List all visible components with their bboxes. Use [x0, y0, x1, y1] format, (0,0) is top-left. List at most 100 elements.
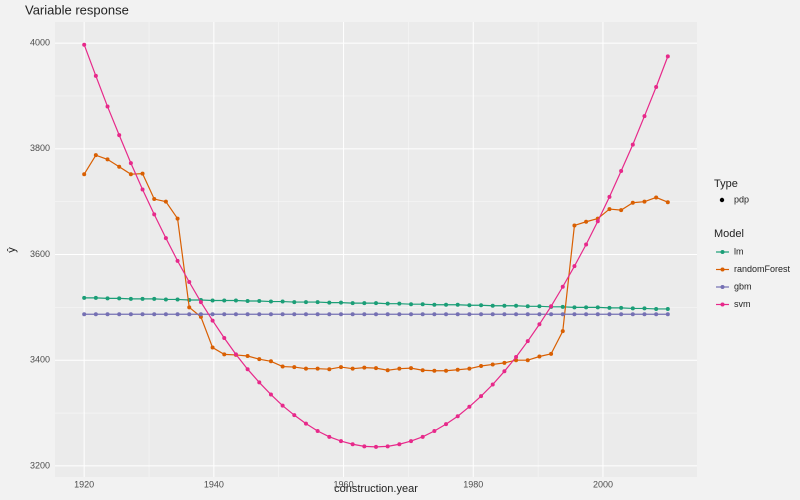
- data-point: [630, 200, 635, 205]
- data-point: [374, 366, 378, 371]
- data-point: [432, 312, 437, 317]
- data-point: [385, 368, 390, 373]
- data-point: [128, 296, 133, 301]
- data-point: [572, 264, 577, 269]
- data-point: [362, 444, 367, 449]
- data-point: [420, 434, 425, 439]
- data-point: [397, 312, 402, 317]
- data-point: [432, 429, 437, 434]
- data-point: [537, 312, 542, 317]
- data-point: [140, 187, 145, 192]
- data-point: [233, 298, 238, 303]
- data-point: [315, 312, 320, 317]
- data-point: [479, 394, 484, 399]
- data-point: [549, 304, 554, 309]
- data-point: [514, 355, 519, 360]
- data-point: [537, 354, 542, 359]
- data-point: [420, 302, 425, 307]
- data-point: [280, 299, 285, 304]
- panel: [55, 22, 697, 477]
- data-point: [525, 358, 530, 363]
- data-point: [268, 392, 273, 397]
- data-point: [607, 305, 612, 310]
- data-point: [584, 312, 589, 317]
- data-point: [619, 169, 624, 174]
- x-axis-label: construction.year: [334, 483, 418, 495]
- data-point: [303, 421, 308, 426]
- y-tick-label: 3200: [30, 460, 50, 470]
- data-point: [257, 299, 262, 304]
- data-point: [82, 295, 87, 300]
- data-point: [128, 161, 133, 166]
- marks: [82, 42, 670, 449]
- data-point: [525, 339, 530, 344]
- legend-label: lm: [734, 246, 744, 256]
- data-point: [210, 345, 215, 350]
- data-point: [385, 301, 390, 306]
- data-point: [642, 306, 647, 311]
- data-point: [455, 302, 460, 307]
- data-point: [560, 284, 565, 289]
- data-point: [374, 301, 378, 306]
- data-point: [82, 312, 87, 317]
- data-point: [175, 258, 180, 263]
- data-point: [397, 301, 402, 306]
- data-point: [268, 312, 273, 317]
- data-point: [163, 199, 168, 204]
- x-tick-label: 1960: [334, 479, 354, 489]
- data-point: [490, 382, 495, 387]
- legend-symbol: [720, 285, 725, 289]
- data-point: [303, 366, 308, 371]
- data-point: [525, 304, 530, 309]
- data-point: [117, 164, 122, 169]
- data-point: [654, 85, 659, 89]
- data-point: [409, 366, 414, 371]
- data-point: [245, 367, 250, 372]
- data-point: [409, 439, 414, 444]
- data-point: [163, 236, 168, 241]
- data-point: [607, 207, 612, 212]
- legend-symbol: [720, 302, 725, 307]
- data-point: [268, 299, 273, 304]
- data-point: [397, 442, 402, 447]
- data-point: [584, 305, 589, 310]
- data-point: [128, 312, 133, 317]
- data-point: [607, 194, 612, 199]
- data-point: [595, 312, 600, 317]
- data-point: [245, 353, 250, 358]
- data-point: [630, 312, 635, 317]
- data-point: [105, 104, 110, 109]
- data-point: [187, 312, 192, 317]
- data-point: [362, 365, 367, 370]
- data-point: [105, 157, 110, 162]
- data-point: [479, 312, 484, 317]
- x-tick-label: 1940: [204, 479, 224, 489]
- data-point: [490, 303, 495, 308]
- data-point: [444, 302, 449, 307]
- data-point: [315, 429, 320, 434]
- y-tick-label: 3800: [30, 143, 50, 153]
- data-point: [502, 360, 507, 365]
- data-point: [292, 365, 297, 370]
- data-point: [140, 296, 145, 301]
- data-point: [514, 358, 519, 363]
- data-point: [444, 368, 449, 373]
- data-point: [502, 303, 507, 308]
- data-point: [502, 312, 507, 317]
- legend-label: gbm: [734, 281, 752, 291]
- data-point: [163, 312, 168, 317]
- data-point: [245, 312, 250, 317]
- legend-title: Model: [714, 228, 744, 240]
- legend-label: svm: [734, 299, 751, 309]
- data-point: [292, 300, 297, 305]
- data-point: [654, 195, 659, 200]
- data-point: [432, 302, 437, 307]
- data-point: [467, 312, 472, 317]
- data-point: [560, 304, 565, 309]
- data-point: [140, 171, 145, 176]
- data-point: [479, 364, 484, 369]
- legend-title: Type: [714, 178, 738, 190]
- data-point: [397, 366, 402, 371]
- data-point: [595, 305, 600, 310]
